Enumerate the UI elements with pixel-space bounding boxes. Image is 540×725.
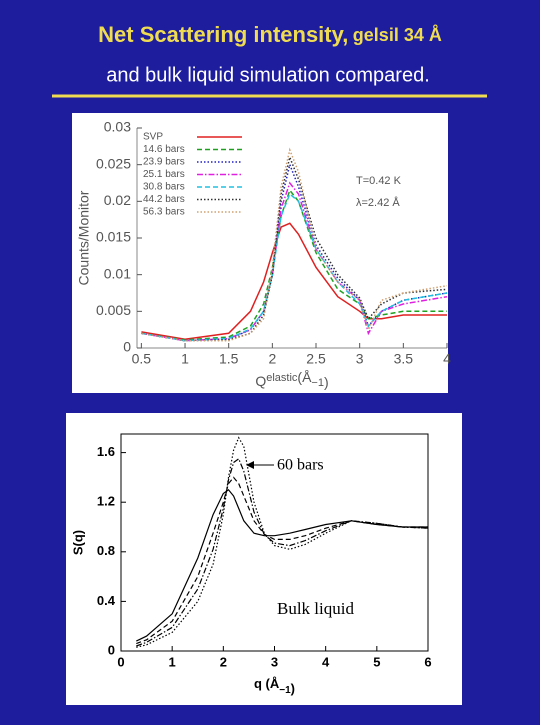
- x-axis-label-part: (Å: [297, 369, 312, 385]
- x-tick-label: 2: [268, 351, 276, 367]
- data-line: [141, 162, 448, 342]
- y-tick-label: 1.6: [97, 444, 115, 459]
- y-tick-label: 0.02: [104, 192, 131, 208]
- x-axis-label: q (Å−1): [254, 676, 295, 696]
- x-tick-label: 6: [424, 654, 431, 669]
- y-axis-label: S(q): [70, 530, 85, 555]
- chart-panel: [66, 413, 462, 705]
- legend-label: 25.1 bars: [143, 169, 185, 180]
- x-tick-label: 4: [443, 351, 451, 367]
- x-axis-label-part: −1: [279, 685, 291, 696]
- legend-label: 56.3 bars: [143, 207, 185, 218]
- slide-title: Net Scattering intensity, gelsil 34 Å: [98, 22, 442, 47]
- x-tick-label: 3.5: [394, 351, 414, 367]
- x-tick-label: 3: [271, 654, 278, 669]
- x-tick-label: 3: [356, 351, 364, 367]
- y-tick-label: 0.03: [104, 119, 131, 135]
- x-tick-label: 1.5: [219, 351, 239, 367]
- data-line: [136, 436, 429, 648]
- legend-label: 23.9 bars: [143, 157, 185, 168]
- x-axis-label-part: q (Å: [254, 676, 280, 691]
- legend-label: SVP: [143, 132, 163, 143]
- annotation: Bulk liquid: [277, 599, 354, 618]
- title-suffix: gelsil 34 Å: [353, 25, 442, 45]
- x-axis-label-part: ): [291, 681, 295, 696]
- chart-panel: [72, 113, 448, 393]
- y-tick-label: 0: [123, 339, 131, 355]
- y-tick-label: 0.015: [96, 229, 131, 245]
- data-line: [141, 147, 448, 342]
- legend-label: 14.6 bars: [143, 144, 185, 155]
- annotation: T=0.42 K: [356, 175, 402, 187]
- data-line: [136, 457, 429, 647]
- title-main: Net Scattering intensity,: [98, 22, 348, 47]
- y-tick-label: 0.01: [104, 265, 131, 281]
- data-line: [141, 188, 447, 341]
- x-axis-label: Qelastic(Å−1): [255, 369, 328, 390]
- x-tick-label: 0.5: [132, 351, 152, 367]
- y-tick-label: 0.025: [96, 155, 131, 171]
- annotation: λ=2.42 Å: [356, 196, 400, 209]
- y-tick-label: 0.8: [97, 543, 115, 558]
- x-axis-label-part: −1: [311, 377, 324, 389]
- annotation-arrowhead: [246, 461, 254, 469]
- x-axis-label-part: ): [324, 374, 329, 390]
- y-tick-label: 1.2: [97, 494, 115, 509]
- x-tick-label: 1: [169, 654, 176, 669]
- slide-subtitle: and bulk liquid simulation compared.: [106, 64, 430, 86]
- x-tick-label: 0: [117, 654, 124, 669]
- y-tick-label: 0.005: [96, 302, 131, 318]
- legend-label: 30.8 bars: [143, 182, 185, 193]
- x-tick-label: 2.5: [306, 351, 326, 367]
- y-axis-label: Counts/Monitor: [76, 190, 92, 285]
- annotation: 60 bars: [277, 457, 324, 474]
- data-line: [136, 476, 428, 645]
- y-tick-label: 0.4: [97, 593, 116, 608]
- x-axis-label-part: Q: [255, 373, 266, 389]
- data-line: [141, 154, 448, 342]
- x-tick-label: 4: [322, 654, 330, 669]
- legend-label: 44.2 bars: [143, 194, 185, 205]
- x-tick-label: 5: [373, 654, 380, 669]
- y-tick-label: 0: [108, 642, 115, 657]
- x-tick-label: 1: [181, 351, 189, 367]
- x-axis-label-part: elastic: [266, 372, 298, 384]
- data-line: [141, 192, 448, 342]
- data-line: [141, 181, 448, 342]
- x-tick-label: 2: [220, 654, 227, 669]
